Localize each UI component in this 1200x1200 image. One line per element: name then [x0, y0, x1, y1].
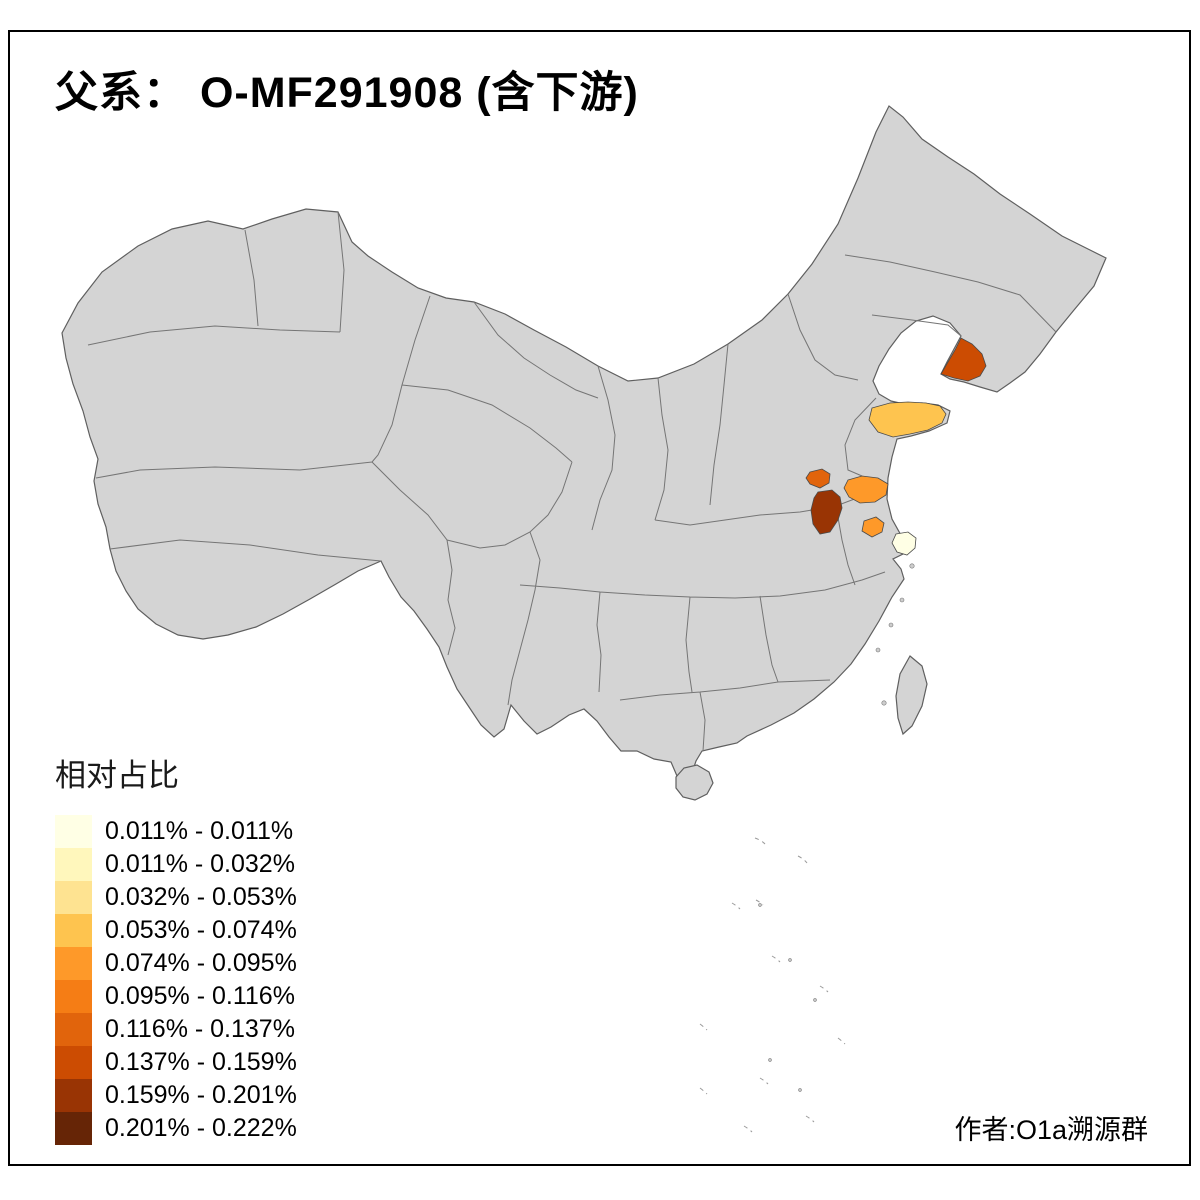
legend: 相对占比 0.011% - 0.011% 0.011% - 0.032% 0.0… [55, 750, 297, 1145]
legend-swatch [55, 848, 92, 881]
legend-item: 0.074% - 0.095% [55, 947, 297, 980]
page-title: 父系： O-MF291908 (含下游) [55, 69, 639, 117]
legend-item: 0.011% - 0.011% [55, 815, 297, 848]
region-shanghai-area [891, 531, 917, 556]
region-central-jiangsu [861, 516, 885, 538]
legend-swatch [55, 980, 92, 1013]
legend-title: 相对占比 [55, 758, 179, 793]
attribution: 作者:O1a溯源群 [954, 1115, 1148, 1145]
legend-label: 0.095% - 0.116% [105, 982, 295, 1010]
region-liaodong-peninsula [940, 337, 987, 382]
legend-item: 0.159% - 0.201% [55, 1079, 297, 1112]
legend-item: 0.032% - 0.053% [55, 881, 297, 914]
legend-swatch [55, 914, 92, 947]
legend-label: 0.116% - 0.137% [105, 1015, 295, 1043]
legend-item: 0.095% - 0.116% [55, 980, 297, 1013]
legend-swatch [55, 947, 92, 980]
legend-swatch [55, 1013, 92, 1046]
legend-label: 0.201% - 0.222% [105, 1114, 297, 1142]
legend-label: 0.053% - 0.074% [105, 916, 297, 944]
legend-label: 0.159% - 0.201% [105, 1081, 297, 1109]
region-jiaodong-peninsula [868, 401, 947, 438]
legend-item: 0.137% - 0.159% [55, 1046, 297, 1079]
south-china-sea-islets [699, 837, 846, 1133]
legend-swatch [55, 1046, 92, 1079]
legend-rows: 0.011% - 0.011% 0.011% - 0.032% 0.032% -… [55, 815, 297, 1145]
region-north-jiangsu [843, 475, 889, 504]
highlight-regions [805, 337, 987, 556]
taiwan-island [895, 655, 928, 736]
legend-label: 0.074% - 0.095% [105, 949, 297, 977]
legend-swatch [55, 881, 92, 914]
legend-item: 0.116% - 0.137% [55, 1013, 297, 1046]
legend-label: 0.011% - 0.011% [105, 817, 294, 845]
region-huaibei-area [805, 468, 831, 489]
legend-label: 0.137% - 0.159% [105, 1048, 297, 1076]
legend-swatch [55, 815, 92, 848]
province-boundaries [87, 211, 1057, 752]
mainland-outline [61, 105, 1107, 790]
legend-swatch [55, 1079, 92, 1112]
islands [675, 563, 928, 801]
legend-swatch [55, 1112, 92, 1145]
legend-label: 0.011% - 0.032% [105, 850, 295, 878]
legend-item: 0.011% - 0.032% [55, 848, 297, 881]
legend-item: 0.201% - 0.222% [55, 1112, 297, 1145]
legend-item: 0.053% - 0.074% [55, 914, 297, 947]
figure-border [8, 30, 1191, 1166]
hainan-island [675, 764, 714, 801]
legend-label: 0.032% - 0.053% [105, 883, 297, 911]
region-huainan-area [810, 489, 843, 535]
